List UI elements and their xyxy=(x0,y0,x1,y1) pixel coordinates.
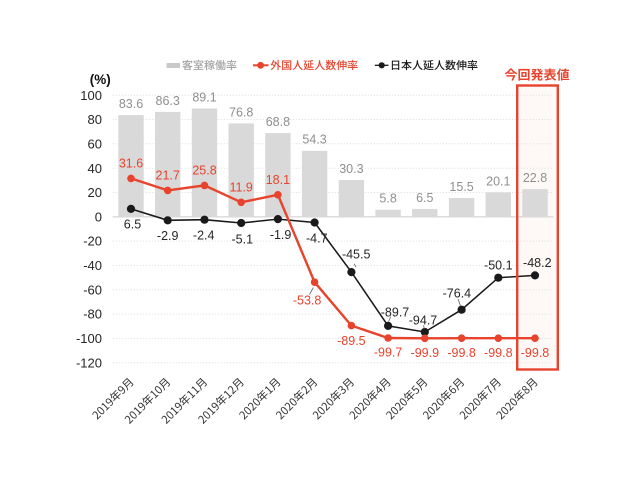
svg-text:80: 80 xyxy=(88,112,102,127)
svg-text:18.1: 18.1 xyxy=(266,173,290,187)
svg-text:-99.7: -99.7 xyxy=(374,346,403,360)
svg-text:-40: -40 xyxy=(83,258,102,273)
svg-text:-2.9: -2.9 xyxy=(157,229,179,243)
svg-text:22.8: 22.8 xyxy=(523,171,547,185)
svg-text:-94.7: -94.7 xyxy=(409,313,438,327)
svg-text:-99.8: -99.8 xyxy=(484,346,513,360)
svg-text:-99.9: -99.9 xyxy=(411,346,440,360)
svg-text:-5.1: -5.1 xyxy=(232,232,254,246)
svg-text:-60: -60 xyxy=(83,282,102,297)
svg-text:-99.8: -99.8 xyxy=(521,346,550,360)
svg-text:15.5: 15.5 xyxy=(449,180,473,194)
svg-text:-48.2: -48.2 xyxy=(523,256,552,270)
svg-text:86.3: 86.3 xyxy=(156,94,180,108)
svg-text:21.7: 21.7 xyxy=(156,169,180,183)
svg-text:89.1: 89.1 xyxy=(192,90,216,104)
svg-text:-89.5: -89.5 xyxy=(337,334,366,348)
svg-text:60: 60 xyxy=(88,136,102,151)
svg-text:40: 40 xyxy=(88,161,102,176)
svg-text:100: 100 xyxy=(80,88,102,103)
svg-text:-53.8: -53.8 xyxy=(293,293,322,307)
svg-text:20.1: 20.1 xyxy=(486,174,510,188)
svg-text:(%): (%) xyxy=(90,72,111,87)
svg-text:-100: -100 xyxy=(76,331,102,346)
svg-text:6.5: 6.5 xyxy=(416,191,433,205)
svg-text:76.8: 76.8 xyxy=(229,105,253,119)
svg-text:-80: -80 xyxy=(83,307,102,322)
svg-text:-50.1: -50.1 xyxy=(484,258,513,272)
svg-text:5.8: 5.8 xyxy=(379,192,396,206)
svg-text:-120: -120 xyxy=(76,355,102,370)
svg-text:-2.4: -2.4 xyxy=(193,229,215,243)
svg-text:20: 20 xyxy=(88,185,102,200)
svg-text:-1.9: -1.9 xyxy=(270,228,292,242)
svg-text:30.3: 30.3 xyxy=(339,162,363,176)
svg-text:83.6: 83.6 xyxy=(119,97,143,111)
svg-text:-89.7: -89.7 xyxy=(381,305,410,319)
svg-text:-99.8: -99.8 xyxy=(447,346,476,360)
svg-text:-45.5: -45.5 xyxy=(342,248,371,262)
svg-text:68.8: 68.8 xyxy=(266,115,290,129)
svg-text:-76.4: -76.4 xyxy=(443,287,472,301)
svg-text:6.5: 6.5 xyxy=(124,218,141,232)
svg-text:54.3: 54.3 xyxy=(302,133,326,147)
svg-text:-4.7: -4.7 xyxy=(306,232,328,246)
svg-text:11.9: 11.9 xyxy=(229,181,252,195)
svg-text:-20: -20 xyxy=(83,234,102,249)
svg-text:25.8: 25.8 xyxy=(192,164,216,178)
svg-text:0: 0 xyxy=(95,209,102,224)
svg-text:31.6: 31.6 xyxy=(119,157,143,171)
